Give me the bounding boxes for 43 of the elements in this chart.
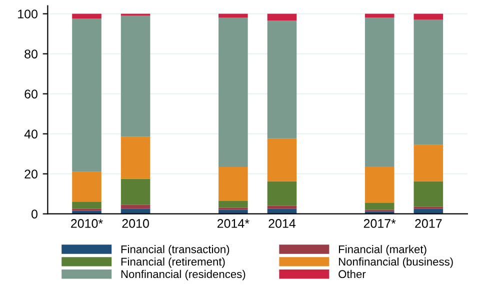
- y-tick-label: 60: [24, 90, 38, 98]
- legend-label: Nonfinancial (residences): [121, 270, 246, 280]
- bar: [72, 14, 102, 19]
- bar: [218, 18, 248, 168]
- y-tick-label: 80: [24, 50, 38, 58]
- bar: [218, 201, 248, 208]
- bar: [414, 181, 444, 207]
- y-tick-label: 0: [32, 210, 38, 219]
- bar: [120, 136, 150, 179]
- bar: [364, 166, 394, 203]
- bar: [267, 20, 297, 138]
- legend-label: Financial (retirement): [121, 257, 225, 268]
- y-tick-label: 20: [24, 170, 38, 178]
- x-tick-label: 2010*: [71, 219, 103, 228]
- bar: [120, 16, 150, 137]
- bar: [120, 204, 150, 209]
- x-tick-label: 2017*: [364, 219, 396, 228]
- bar: [267, 181, 297, 206]
- x-tick-label: 2017: [415, 219, 442, 228]
- bar: [218, 167, 248, 202]
- legend-label: Financial (transaction): [121, 245, 230, 256]
- bar: [267, 138, 297, 182]
- bar: [218, 14, 248, 18]
- bar: [267, 14, 297, 21]
- bar: [414, 20, 444, 145]
- y-tick-label: 40: [24, 130, 38, 138]
- bar: [72, 172, 102, 202]
- legend-label: Financial (market): [338, 245, 426, 256]
- bar: [364, 14, 394, 18]
- bar: [72, 18, 102, 172]
- x-tick-label: 2014: [268, 219, 296, 228]
- bar: [364, 202, 394, 210]
- bar: [72, 202, 102, 209]
- bar: [414, 144, 444, 182]
- x-tick-label: 2010: [122, 219, 149, 228]
- legend-label: Other: [338, 270, 366, 278]
- legend-label: Nonfinancial (business): [338, 257, 453, 268]
- bar: [267, 206, 297, 209]
- bar: [364, 18, 394, 166]
- x-tick-label: 2014*: [217, 219, 250, 228]
- y-tick-label: 100: [18, 10, 38, 18]
- bar: [414, 14, 444, 20]
- bar: [120, 178, 150, 205]
